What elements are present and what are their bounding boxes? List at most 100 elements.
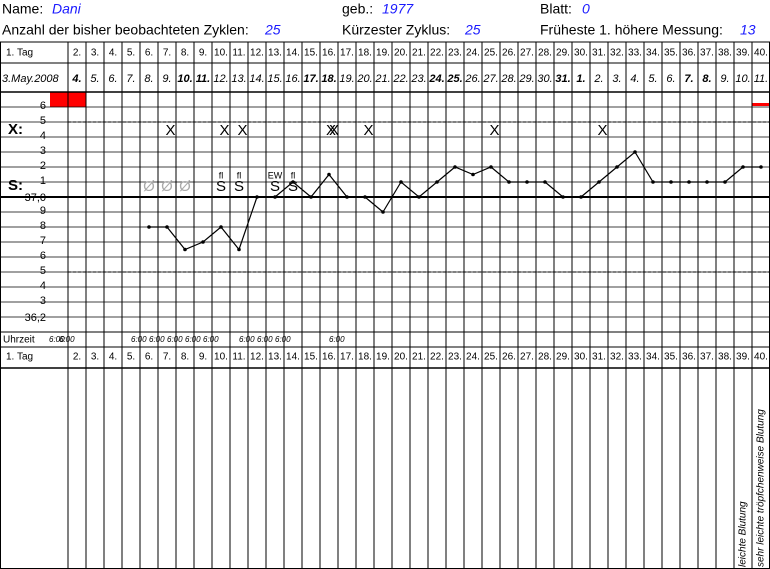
date-label: 3. (612, 73, 621, 85)
date-label: 21. (374, 73, 390, 85)
date-label: 8. (144, 73, 153, 85)
s-mark: S (234, 178, 244, 195)
date-label: 17. (303, 73, 318, 85)
day-label: 31. (592, 352, 606, 363)
x-mark: X (363, 122, 373, 139)
day-label: 4. (109, 48, 117, 59)
date-label: 15. (267, 73, 282, 85)
temp-tick-label: 5 (40, 115, 46, 127)
day-label: 12. (250, 352, 264, 363)
date-label: 29. (518, 73, 534, 85)
day-label: 3. (91, 352, 99, 363)
temperature-point (597, 180, 601, 184)
temp-tick-label: 9 (40, 205, 46, 217)
day-label: 11. (232, 48, 245, 59)
day-label: 39. (736, 352, 750, 363)
day-label: 1. Tag (6, 48, 33, 59)
day-label: 18. (358, 48, 372, 59)
date-label: 5. (648, 73, 657, 85)
day-label: 32. (610, 48, 624, 59)
day-label: 26. (502, 48, 516, 59)
birth: 1977 (382, 1, 414, 17)
temperature-point (417, 195, 421, 199)
time-label: 6:00 (167, 335, 183, 344)
day-label: 5. (127, 48, 135, 59)
day-label: 27. (520, 352, 534, 363)
day-label: 22. (430, 48, 444, 59)
date-label: 12. (213, 73, 228, 85)
temperature-point (471, 172, 475, 177)
day-label: 28. (538, 48, 552, 59)
day-label: 17. (340, 352, 354, 363)
date-label: 3.May.2008 (2, 73, 60, 85)
date-label: 7. (126, 73, 135, 85)
temperature-point (399, 180, 403, 184)
temperature-point (219, 225, 223, 229)
x-mark: X (237, 122, 247, 139)
name: Dani (52, 1, 82, 17)
date-label: 5. (90, 73, 99, 85)
menstruation-mark (752, 103, 770, 106)
date-label: 16. (285, 73, 300, 85)
temperature-point (687, 180, 691, 184)
day-label: 33. (628, 352, 642, 363)
x-mark: X (219, 122, 229, 139)
day-label: 35. (664, 352, 678, 363)
day-label: 22. (430, 352, 444, 363)
x-mark: XX (326, 122, 339, 139)
temperature-point (705, 180, 709, 184)
day-label: 36. (682, 48, 696, 59)
temp-tick-label: 6 (40, 100, 46, 112)
time-label: 6:00 (239, 335, 255, 344)
date-label: 20. (356, 73, 372, 85)
sheet-label: Blatt: (540, 1, 572, 17)
day-label: 8. (181, 352, 189, 363)
day-label: 24. (466, 352, 480, 363)
temperature-point (435, 180, 439, 184)
day-label: 19. (376, 48, 390, 59)
temperature-point (759, 165, 763, 169)
day-label: 13. (268, 48, 282, 59)
day-label: 2. (73, 48, 81, 59)
temperature-point (381, 210, 385, 214)
date-label: 26. (464, 73, 480, 85)
day-label: 15. (304, 48, 318, 59)
birth-label: geb.: (342, 1, 373, 17)
time-label: 6:00 (59, 335, 75, 344)
sheet: 0 (582, 1, 590, 17)
temperature-point (489, 165, 493, 169)
day-label: 29. (556, 352, 570, 363)
time-label: 6:00 (275, 335, 291, 344)
day-label: 16. (322, 48, 336, 59)
date-label: 6. (108, 73, 117, 85)
temp-tick-label: 3 (40, 295, 46, 307)
date-label: 9. (162, 73, 171, 85)
day-label: 9. (199, 352, 207, 363)
day-label: 38. (718, 48, 732, 59)
day-label: 6. (145, 352, 153, 363)
shortest: 25 (464, 22, 481, 38)
temperature-point (147, 225, 151, 229)
s-mark: S (288, 178, 298, 195)
day-label: 23. (448, 352, 462, 363)
temperature-point (273, 195, 277, 199)
date-label: 11. (196, 73, 210, 85)
date-label: 22. (392, 73, 408, 85)
date-label: 4. (630, 73, 639, 85)
cycles: 25 (264, 22, 281, 38)
day-label: 6. (145, 48, 153, 59)
date-label: 13. (231, 73, 246, 85)
x-mark: X (489, 122, 499, 139)
day-label: 16. (322, 352, 336, 363)
temperature-point (651, 180, 655, 184)
temperature-point (327, 172, 331, 177)
day-label: 29. (556, 48, 570, 59)
date-label: 23. (410, 73, 426, 85)
date-label: 30. (537, 73, 552, 85)
time-label: 6:00 (329, 335, 345, 344)
day-label: 5. (127, 352, 135, 363)
time-label: 6:00 (203, 335, 219, 344)
day-label: 23. (448, 48, 462, 59)
temperature-point (723, 180, 727, 184)
